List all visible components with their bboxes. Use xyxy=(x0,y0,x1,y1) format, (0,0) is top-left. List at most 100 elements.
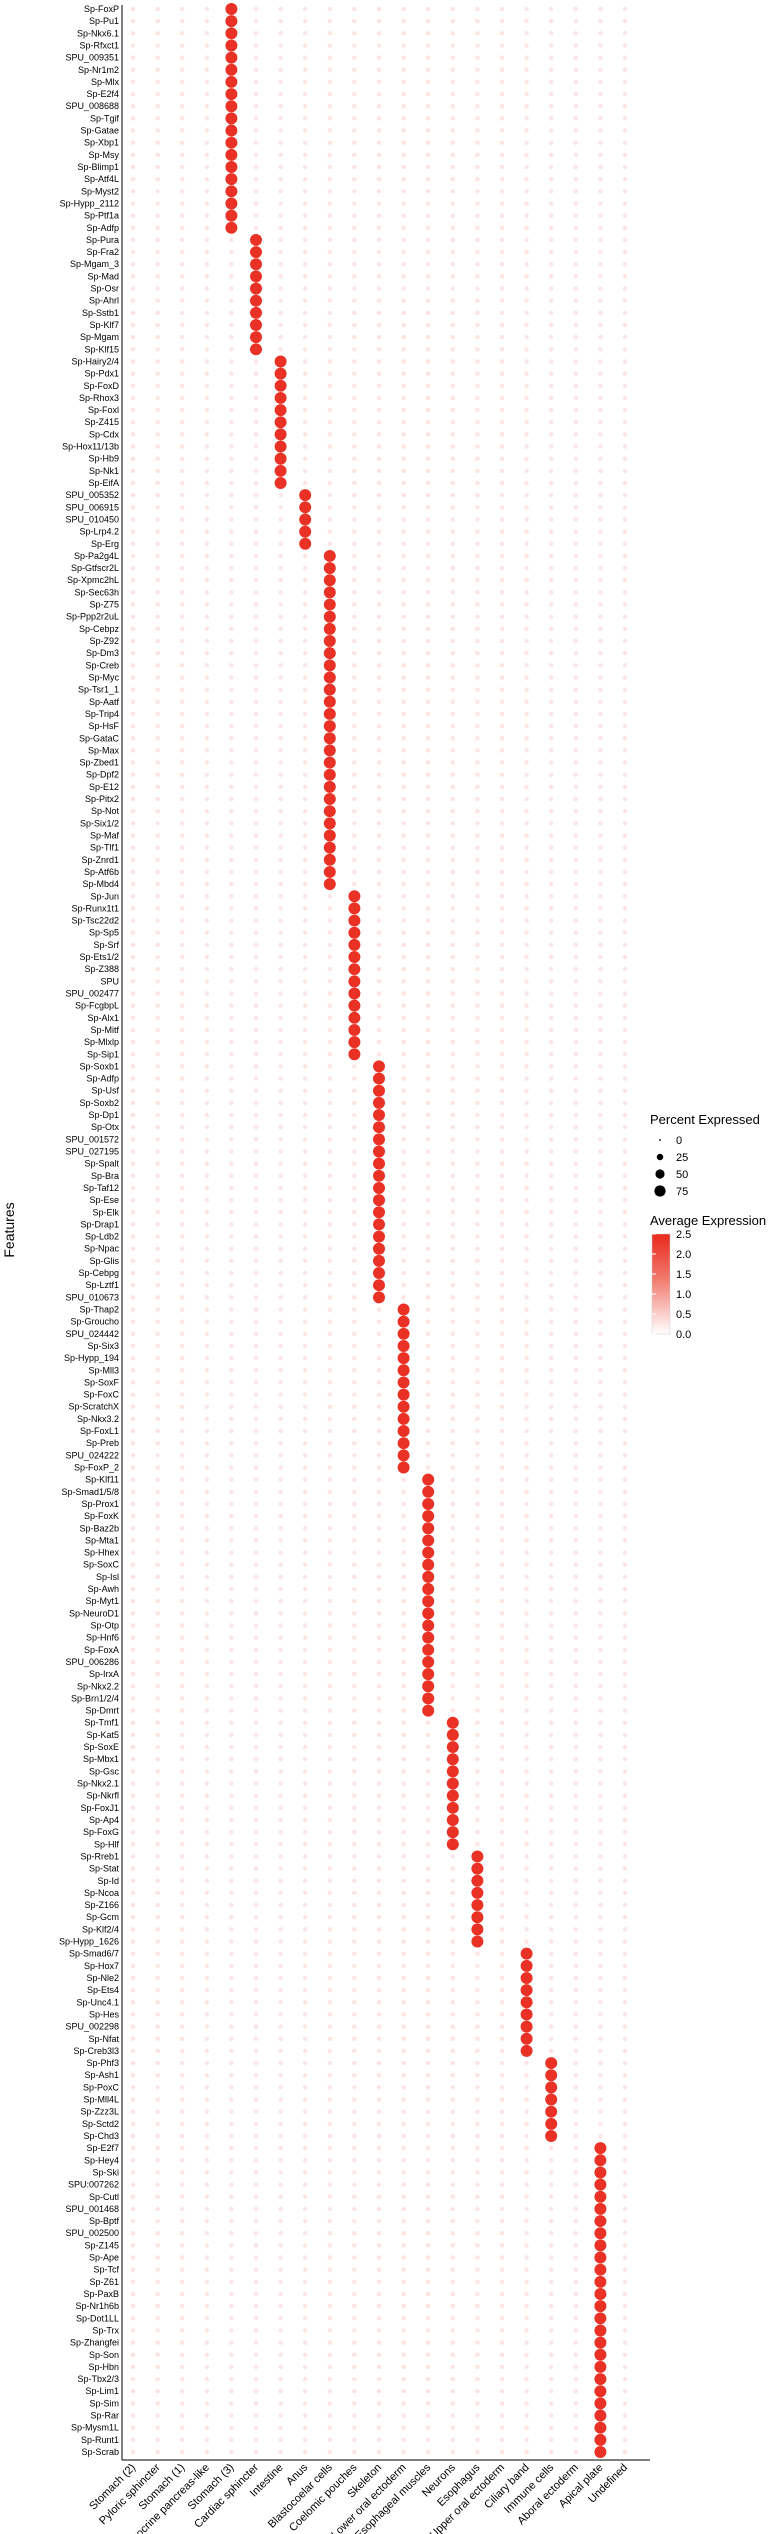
expression-dot xyxy=(450,2267,456,2272)
expression-dot xyxy=(323,635,336,648)
expression-dot xyxy=(401,249,406,255)
expression-dot xyxy=(327,1331,333,1337)
expression-dot xyxy=(373,1096,385,1109)
expression-dot xyxy=(302,918,308,923)
expression-dot xyxy=(229,1513,234,1519)
expression-dot xyxy=(130,2267,136,2272)
expression-dot xyxy=(376,128,382,133)
expression-dot xyxy=(573,881,579,887)
expression-dot xyxy=(155,1781,160,1786)
expression-dot xyxy=(278,1258,283,1264)
expression-dot xyxy=(573,274,579,279)
expression-dot xyxy=(278,2255,283,2260)
expression-dot xyxy=(155,796,160,802)
gene-label: Sp-Usf xyxy=(91,1086,119,1096)
expression-dot xyxy=(155,1088,160,1093)
expression-dot xyxy=(499,1076,505,1081)
expression-dot xyxy=(302,43,308,48)
expression-dot xyxy=(302,784,308,790)
expression-dot xyxy=(278,906,283,911)
expression-dot xyxy=(524,1793,529,1798)
expression-dot xyxy=(622,954,628,960)
expression-dot xyxy=(327,1246,333,1251)
expression-dot xyxy=(130,395,136,401)
expression-dot xyxy=(130,1404,136,1409)
expression-dot xyxy=(253,176,259,182)
expression-dot xyxy=(155,1951,160,1956)
expression-dot xyxy=(376,2182,382,2187)
expression-dot xyxy=(524,1684,529,1689)
expression-dot xyxy=(278,918,283,923)
expression-dot xyxy=(323,574,336,587)
expression-dot xyxy=(130,1052,136,1057)
expression-dot xyxy=(179,565,185,571)
expression-dot xyxy=(548,1295,554,1300)
expression-dot xyxy=(278,2425,283,2430)
expression-dot xyxy=(130,419,136,425)
expression-dot xyxy=(573,2243,579,2248)
expression-dot xyxy=(401,881,406,887)
expression-dot xyxy=(130,2085,136,2090)
gene-label: Sp-Id xyxy=(97,1876,119,1886)
expression-dot xyxy=(499,1756,505,1762)
expression-dot xyxy=(302,2388,308,2394)
expression-dot xyxy=(598,18,603,24)
expression-dot xyxy=(573,371,579,376)
expression-dot xyxy=(548,419,554,425)
expression-dot xyxy=(450,2000,456,2005)
expression-dot xyxy=(376,116,382,121)
expression-dot xyxy=(499,942,505,948)
expression-dot xyxy=(204,407,210,413)
expression-dot xyxy=(352,1368,357,1373)
expression-dot xyxy=(573,1331,579,1337)
expression-dot xyxy=(573,1817,579,1823)
expression-dot xyxy=(204,1708,210,1713)
expression-dot xyxy=(253,1501,259,1507)
expression-dot xyxy=(130,371,136,376)
expression-dot xyxy=(229,942,234,948)
expression-dot xyxy=(302,1307,308,1312)
expression-dot xyxy=(376,1975,382,1981)
expression-dot xyxy=(475,2072,480,2078)
expression-dot xyxy=(622,894,628,899)
expression-dot xyxy=(499,419,505,425)
size-legend-label: 50 xyxy=(676,1169,688,1181)
expression-dot xyxy=(204,979,210,984)
expression-dot xyxy=(471,1886,484,1899)
expression-dot xyxy=(622,1526,628,1531)
expression-dot xyxy=(130,881,136,887)
expression-dot xyxy=(204,395,210,401)
expression-dot xyxy=(253,1562,259,1567)
expression-dot xyxy=(204,1769,210,1774)
expression-dot xyxy=(622,1489,628,1495)
expression-dot xyxy=(573,359,579,364)
expression-dot xyxy=(327,152,333,158)
expression-dot xyxy=(422,1631,435,1644)
expression-dot xyxy=(179,2376,185,2382)
expression-dot xyxy=(622,1428,628,1434)
expression-dot xyxy=(499,1817,505,1823)
expression-dot xyxy=(253,1842,259,1847)
expression-dot xyxy=(573,2206,579,2212)
expression-dot xyxy=(376,2425,382,2430)
expression-dot xyxy=(450,675,456,680)
expression-dot xyxy=(327,2437,333,2443)
expression-dot xyxy=(179,1489,185,1495)
expression-dot xyxy=(204,1428,210,1434)
expression-dot xyxy=(573,1210,579,1215)
expression-dot xyxy=(130,2012,136,2017)
expression-dot xyxy=(499,1331,505,1337)
expression-dot xyxy=(573,1015,579,1021)
expression-dot xyxy=(204,1623,210,1628)
expression-dot xyxy=(401,1258,406,1264)
expression-dot xyxy=(352,55,357,60)
expression-dot xyxy=(302,1623,308,1628)
expression-dot xyxy=(475,261,480,267)
expression-dot xyxy=(573,626,579,632)
expression-dot xyxy=(327,91,333,97)
expression-dot xyxy=(278,1234,283,1239)
expression-dot xyxy=(548,1927,554,1932)
expression-dot xyxy=(425,419,431,425)
expression-dot xyxy=(450,1124,456,1130)
expression-dot xyxy=(524,2170,529,2175)
